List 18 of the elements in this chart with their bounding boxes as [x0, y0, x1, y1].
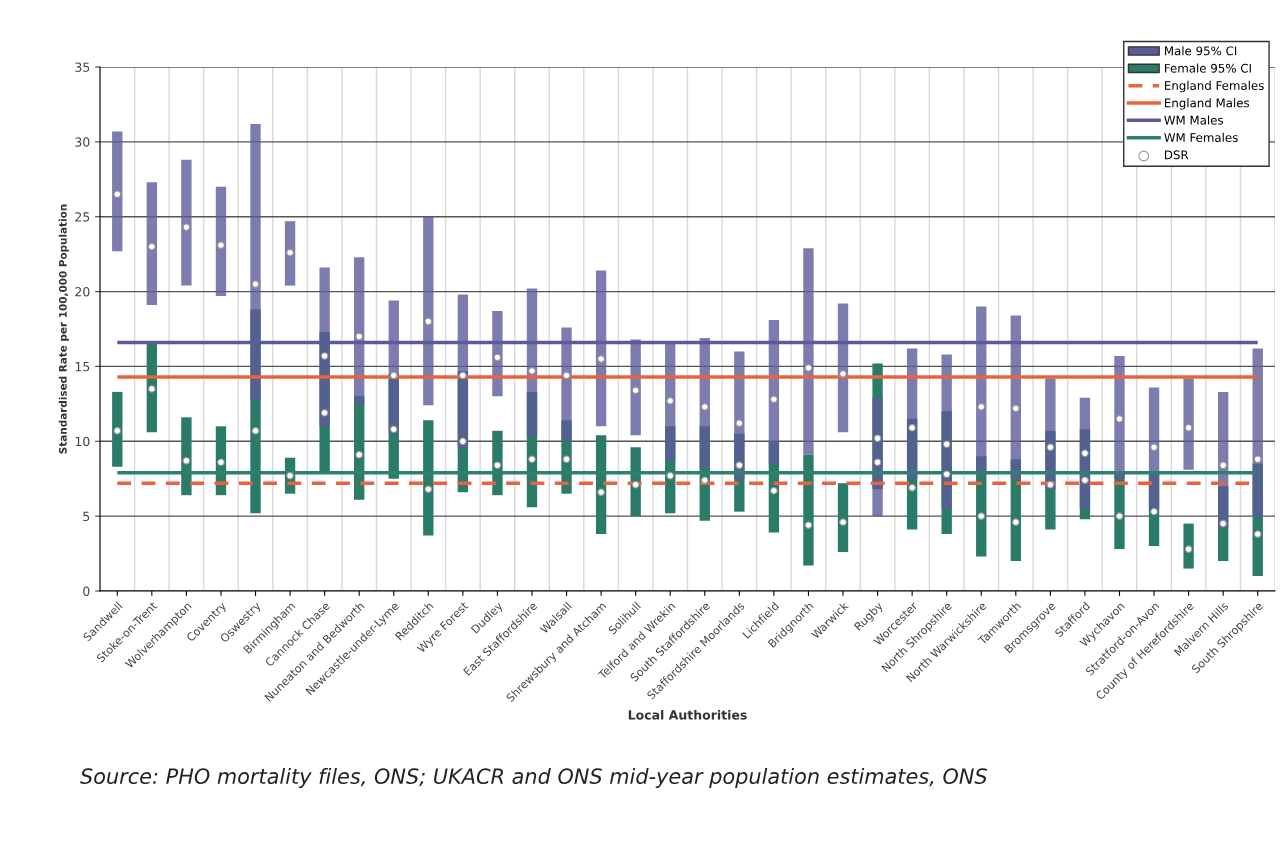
legend-label: England Males — [1165, 98, 1250, 110]
y-tick-label: 10 — [75, 436, 90, 447]
y-tick-label: 25 — [75, 212, 90, 222]
legend-label: WM Females — [1164, 132, 1238, 142]
legend-label: Female 95% CI — [1165, 63, 1251, 73]
y-axis-title: Standardised Rate per 100,000 Population — [58, 204, 69, 454]
y-tick-label: 5 — [83, 511, 90, 522]
legend-label: DSR — [1165, 150, 1189, 160]
y-tick-label: 30 — [75, 137, 90, 147]
y-tick-label: 15 — [75, 362, 90, 372]
y-tick-label: 35 — [75, 62, 90, 72]
y-tick-label: 20 — [75, 287, 90, 297]
legend-label: WM Males — [1164, 115, 1224, 125]
legend-label: Male 95% CI — [1165, 46, 1237, 56]
y-tick-label: 0 — [83, 586, 90, 596]
legend-label: England Females — [1165, 80, 1264, 93]
x-axis-title: Local Authorities — [628, 709, 747, 720]
source-note: Source: PHO mortality files, ONS; UKACR and ONS mid-year population estimates, ONS — [80, 767, 987, 789]
